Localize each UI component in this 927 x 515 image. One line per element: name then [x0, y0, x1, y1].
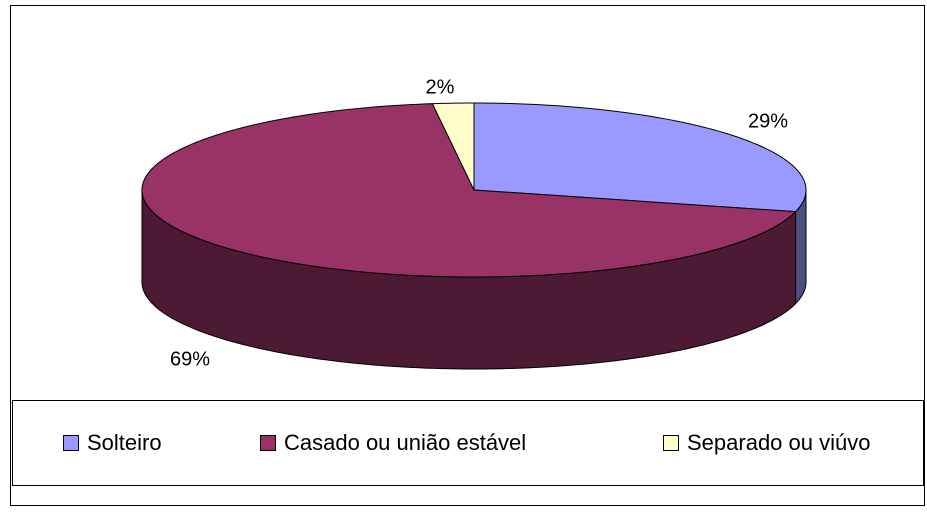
legend-label: Casado ou união estável — [284, 430, 526, 455]
data-label: 69% — [170, 348, 210, 370]
legend-swatch — [663, 435, 679, 451]
pie-slice — [473, 102, 807, 213]
legend-swatch — [63, 435, 79, 451]
legend-swatch — [260, 435, 276, 451]
pie-slice — [431, 102, 475, 191]
legend-label: Solteiro — [87, 430, 162, 455]
pie-slice — [141, 103, 797, 278]
legend-label: Separado ou viúvo — [687, 430, 870, 455]
legend-box — [12, 400, 924, 486]
data-label: 29% — [748, 110, 788, 132]
data-label: 2% — [426, 76, 455, 98]
